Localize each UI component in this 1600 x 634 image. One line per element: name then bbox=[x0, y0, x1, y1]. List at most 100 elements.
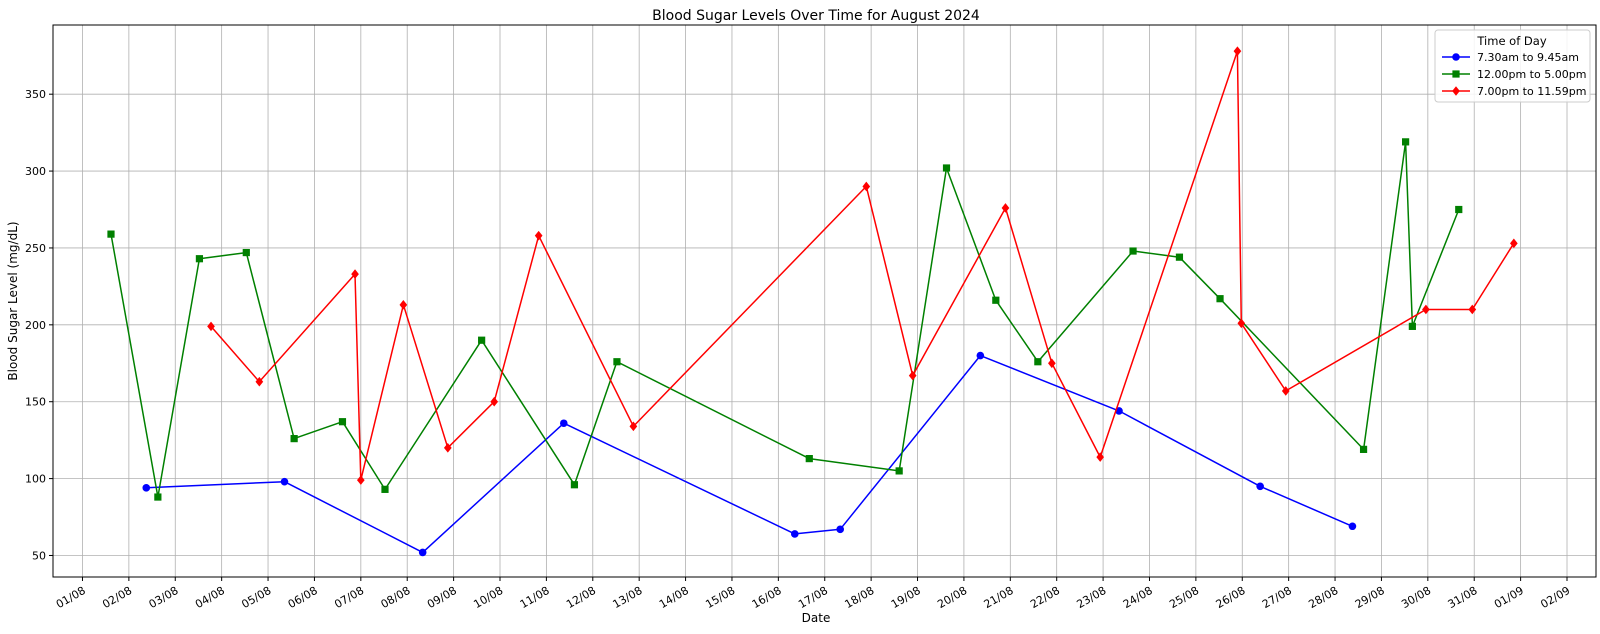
x-tick-label: 30/08 bbox=[1399, 584, 1433, 611]
legend-label: 12.00pm to 5.00pm bbox=[1477, 68, 1586, 81]
grid-lines bbox=[53, 25, 1596, 577]
data-point bbox=[356, 475, 365, 485]
x-tick-label: 02/08 bbox=[100, 584, 134, 611]
y-tick-label: 150 bbox=[25, 396, 46, 409]
x-tick-label: 20/08 bbox=[935, 584, 969, 611]
y-axis-label: Blood Sugar Level (mg/dL) bbox=[6, 221, 20, 380]
x-tick-label: 01/08 bbox=[54, 584, 88, 611]
data-point bbox=[490, 396, 499, 407]
x-tick-label: 13/08 bbox=[611, 584, 645, 611]
data-point bbox=[1129, 247, 1137, 255]
data-point bbox=[1034, 358, 1042, 366]
legend-marker bbox=[1452, 53, 1460, 61]
x-tick-label: 11/08 bbox=[518, 584, 552, 611]
data-point bbox=[351, 269, 359, 279]
legend-entry: 12.00pm to 5.00pm bbox=[1442, 68, 1586, 81]
x-tick-label: 26/08 bbox=[1214, 584, 1248, 611]
x-tick-label: 24/08 bbox=[1121, 584, 1155, 611]
legend-label: 7.00pm to 11.59pm bbox=[1477, 85, 1586, 98]
series-1 bbox=[142, 351, 1357, 557]
y-tick-label: 200 bbox=[25, 319, 46, 332]
x-tick-label: 01/09 bbox=[1492, 584, 1526, 611]
data-point bbox=[195, 255, 204, 263]
data-point bbox=[1216, 295, 1224, 303]
series-layer bbox=[107, 46, 1518, 557]
data-point bbox=[1281, 386, 1290, 396]
x-tick-label: 31/08 bbox=[1446, 584, 1480, 611]
data-point bbox=[570, 481, 579, 489]
x-axis-label: Date bbox=[802, 611, 831, 625]
x-tick-label: 10/08 bbox=[471, 584, 505, 611]
x-tick-label: 16/08 bbox=[750, 584, 784, 611]
x-tick-label: 02/09 bbox=[1538, 584, 1572, 611]
data-point bbox=[1422, 304, 1430, 315]
x-tick-label: 12/08 bbox=[564, 584, 598, 611]
data-point bbox=[895, 467, 903, 475]
data-point bbox=[1468, 304, 1477, 315]
x-tick-label: 15/08 bbox=[703, 584, 737, 611]
y-tick-label: 250 bbox=[25, 242, 46, 255]
x-tick-label: 04/08 bbox=[193, 584, 227, 611]
x-tick-label: 27/08 bbox=[1260, 584, 1294, 611]
data-point bbox=[1408, 322, 1416, 330]
series-3 bbox=[207, 46, 1518, 485]
data-point bbox=[992, 296, 1000, 304]
series-line bbox=[210, 50, 1515, 481]
y-tick-label: 100 bbox=[25, 473, 46, 486]
x-tick-label: 05/08 bbox=[239, 584, 273, 611]
data-point bbox=[443, 443, 452, 453]
data-point bbox=[242, 248, 250, 257]
data-point bbox=[338, 418, 347, 426]
data-point bbox=[629, 421, 638, 432]
data-point bbox=[908, 370, 917, 381]
data-point bbox=[790, 530, 799, 538]
legend-marker bbox=[1452, 86, 1460, 96]
data-point bbox=[478, 336, 486, 344]
x-tick-label: 09/08 bbox=[425, 584, 459, 611]
data-point bbox=[1048, 358, 1056, 369]
x-tick-label: 22/08 bbox=[1028, 584, 1062, 611]
legend-marker bbox=[1452, 70, 1460, 78]
y-tick-label: 50 bbox=[32, 549, 46, 562]
legend: Time of Day 7.30am to 9.45am 12.00pm to 5… bbox=[1434, 29, 1591, 103]
series-line bbox=[146, 354, 1353, 554]
x-tick-label: 17/08 bbox=[796, 584, 830, 611]
data-point bbox=[613, 358, 621, 366]
data-point bbox=[836, 525, 845, 534]
data-point bbox=[1359, 445, 1368, 453]
x-tick-label: 28/08 bbox=[1306, 584, 1340, 611]
data-point bbox=[280, 477, 289, 486]
series-2 bbox=[107, 138, 1463, 501]
data-point bbox=[942, 164, 951, 172]
data-point bbox=[1348, 522, 1357, 531]
y-axis-ticks: 50 100 150 200 250 300 350 bbox=[25, 88, 53, 562]
data-point bbox=[107, 230, 115, 238]
x-tick-label: 29/08 bbox=[1353, 584, 1387, 611]
data-point bbox=[142, 484, 151, 492]
legend-label: 7.30am to 9.45am bbox=[1477, 51, 1579, 64]
chart-title: Blood Sugar Levels Over Time for August … bbox=[652, 8, 980, 24]
data-point bbox=[1233, 46, 1242, 56]
data-point bbox=[1096, 452, 1105, 462]
x-tick-label: 08/08 bbox=[379, 584, 413, 611]
data-point bbox=[1175, 253, 1184, 261]
x-tick-label: 03/08 bbox=[147, 584, 181, 611]
x-axis-ticks: 01/08 02/08 03/08 04/08 05/08 06/08 07/08 08/08… bbox=[54, 577, 1572, 611]
x-tick-label: 21/08 bbox=[982, 584, 1016, 611]
x-tick-label: 07/08 bbox=[332, 584, 366, 611]
data-point bbox=[534, 230, 543, 241]
data-point bbox=[805, 455, 813, 463]
data-point bbox=[418, 548, 427, 557]
x-tick-label: 25/08 bbox=[1167, 584, 1201, 611]
data-point bbox=[1001, 203, 1010, 213]
legend-box bbox=[1434, 29, 1591, 103]
data-point bbox=[862, 181, 871, 192]
data-point bbox=[154, 493, 162, 501]
x-tick-label: 18/08 bbox=[843, 584, 877, 611]
data-point bbox=[381, 485, 389, 493]
legend-entry: 7.00pm to 11.59pm bbox=[1442, 85, 1586, 98]
x-tick-label: 06/08 bbox=[286, 584, 320, 611]
data-point bbox=[207, 321, 215, 332]
data-point bbox=[1455, 205, 1463, 214]
